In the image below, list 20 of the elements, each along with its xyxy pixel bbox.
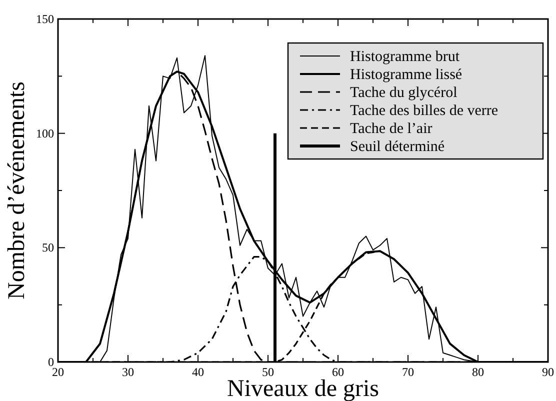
x-tick-label: 60 <box>332 365 344 379</box>
x-tick-label: 20 <box>52 365 64 379</box>
legend-label: Tache du glycérol <box>350 85 458 101</box>
legend-label: Seuil déterminé <box>350 139 445 155</box>
y-axis-title: Nombre d’événements <box>4 82 30 300</box>
x-tick-label: 40 <box>192 365 204 379</box>
x-axis-title: Niveaux de gris <box>227 376 379 401</box>
legend-label: Histogramme brut <box>350 49 460 65</box>
x-tick-label: 90 <box>542 365 554 379</box>
x-tick-label: 70 <box>402 365 414 379</box>
legend-label: Tache des billes de verre <box>350 103 498 119</box>
legend-label: Histogramme lissé <box>350 67 462 83</box>
x-tick-label: 30 <box>122 365 134 379</box>
y-tick-label: 100 <box>36 126 54 140</box>
x-tick-label: 80 <box>472 365 484 379</box>
y-tick-label: 50 <box>42 240 54 255</box>
y-tick-label: 0 <box>48 355 54 369</box>
legend-label: Tache de l’air <box>350 121 432 137</box>
y-tick-label: 150 <box>36 12 54 26</box>
x-tick-label: 50 <box>262 365 274 379</box>
